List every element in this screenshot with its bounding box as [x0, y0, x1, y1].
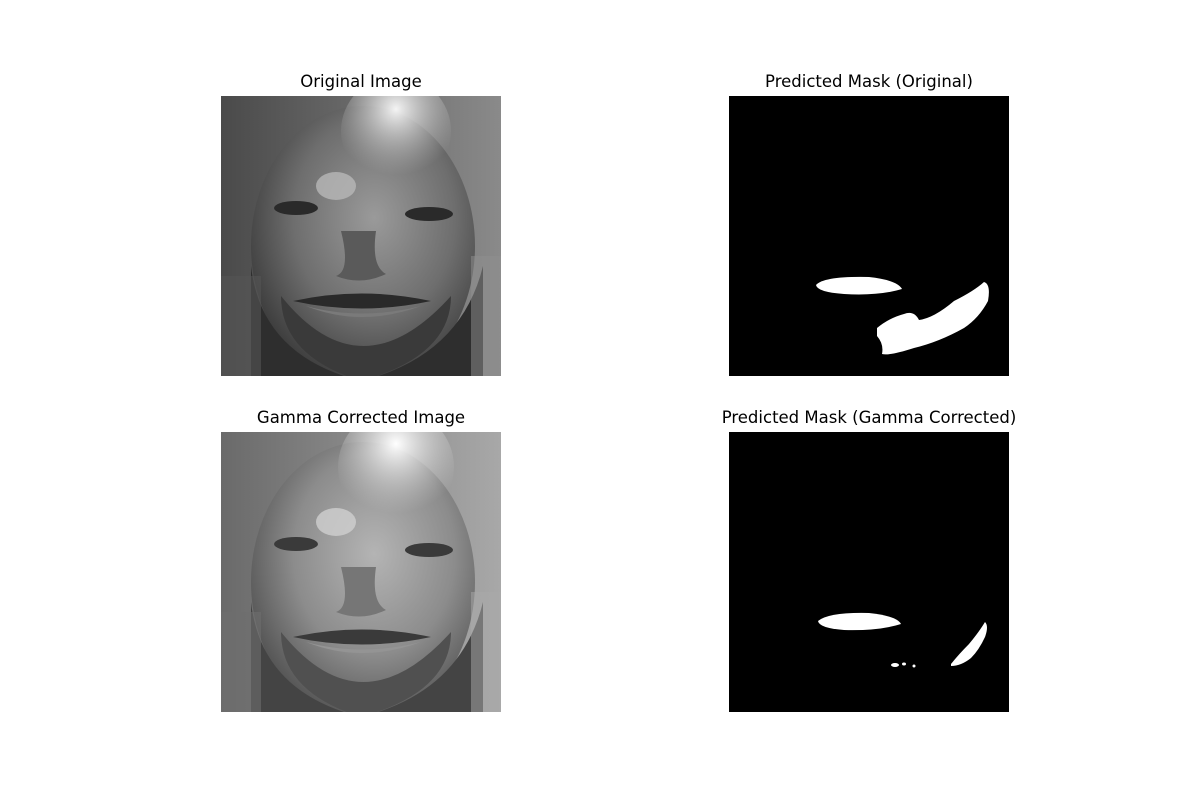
mask-original: [729, 96, 1009, 376]
mask-region-1: [816, 276, 902, 295]
mask-region-2: [951, 622, 987, 666]
original-image: [221, 96, 501, 376]
mask-region-2: [877, 282, 989, 355]
mask-speck-3: [912, 664, 916, 668]
panel-title-predicted-mask-original: Predicted Mask (Original): [765, 72, 973, 91]
panel-title-original-image: Original Image: [300, 72, 422, 91]
mask-gamma: [729, 432, 1009, 712]
mask-speck-1: [891, 663, 899, 667]
predicted-mask-gamma-corrected: [729, 432, 1009, 712]
panel-title-gamma-corrected-image: Gamma Corrected Image: [256, 408, 466, 427]
mask-region-1: [818, 612, 901, 631]
gamma-corrected-image: [221, 432, 501, 712]
panel-title-predicted-mask-gamma: Predicted Mask (Gamma Corrected): [721, 408, 1017, 427]
face-photo-original: [221, 96, 501, 376]
face-photo-gamma: [221, 432, 501, 712]
mask-speck-2: [902, 662, 906, 666]
predicted-mask-original: [729, 96, 1009, 376]
